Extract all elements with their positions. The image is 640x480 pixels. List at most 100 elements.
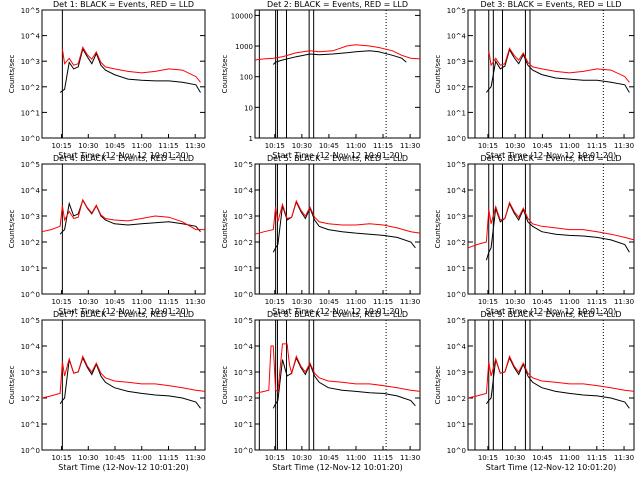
y-tick-label: 10^2: [447, 84, 466, 92]
x-tick-label: 10:30: [505, 298, 525, 306]
x-tick-label: 11:15: [158, 142, 178, 150]
x-axis-label: Start Time (12-Nov-12 10:01:20): [58, 151, 188, 160]
panel-det-3: Det 3: BLACK = Events, RED = LLD 10^0 10^1…: [434, 0, 635, 160]
x-tick-label: 11:00: [132, 298, 152, 306]
x-tick-label: 11:30: [400, 454, 420, 462]
y-tick-label: 10^4: [21, 187, 41, 195]
y-tick-label: 10^4: [447, 33, 467, 41]
y-tick-label: 10^2: [234, 395, 253, 403]
plot-frame: [467, 319, 635, 451]
x-tick-label: 10:15: [265, 142, 285, 150]
x-tick-label: 10:15: [51, 298, 71, 306]
x-tick-label: 10:30: [292, 454, 312, 462]
panel-title: Det 4: BLACK = Events, RED = LLD: [53, 154, 194, 163]
x-tick-label: 11:00: [559, 298, 579, 306]
y-tick-label: 10^2: [21, 84, 40, 92]
x-tick-label: 11:00: [559, 454, 579, 462]
y-tick-label: 10^5: [447, 317, 466, 325]
series-lld: [254, 44, 421, 61]
y-tick-label: 10^3: [21, 213, 40, 221]
y-tick-label: 10000: [231, 12, 253, 20]
y-tick-label: 10^1: [447, 265, 466, 273]
plot-frame: [254, 319, 421, 451]
y-tick-label: 10^3: [447, 369, 466, 377]
y-tick-label: 10^4: [234, 343, 254, 351]
x-tick-label: 10:15: [51, 142, 71, 150]
x-tick-label: 11:15: [158, 454, 178, 462]
panel-det-6: Det 6: BLACK = Events, RED = LLD 10^0 10^1…: [434, 154, 635, 316]
y-tick-label: 10^1: [447, 421, 466, 429]
y-axis-label: Counts/sec: [434, 55, 442, 94]
x-tick-label: 11:30: [614, 298, 634, 306]
series-events: [485, 48, 630, 93]
y-tick-label: 10^4: [447, 343, 467, 351]
y-tick-label: 10^2: [21, 239, 40, 247]
x-tick-label: 10:45: [532, 142, 552, 150]
series-events: [272, 356, 416, 409]
x-tick-label: 11:00: [559, 142, 579, 150]
x-tick-label: 11:30: [614, 142, 634, 150]
y-tick-label: 10^1: [234, 265, 253, 273]
x-axis-label: Start Time (12-Nov-12 10:01:20): [58, 307, 188, 316]
plot-frame: [254, 163, 421, 295]
y-tick-label: 10^4: [234, 187, 254, 195]
plot-frame: [41, 9, 206, 139]
series-events: [59, 47, 201, 93]
y-tick-label: 10^0: [21, 447, 40, 455]
x-tick-label: 11:30: [185, 298, 205, 306]
x-tick-label: 10:15: [51, 454, 71, 462]
x-tick-label: 10:30: [292, 142, 312, 150]
plot-frame: [467, 9, 635, 139]
y-tick-label: 10^3: [21, 58, 40, 66]
y-tick-label: 10^5: [21, 161, 40, 169]
panel-det-9: Det 9: BLACK = Events, RED = LLD 10^0 10^1…: [434, 310, 635, 472]
y-tick-label: 10^2: [447, 395, 466, 403]
panel-title: Det 1: BLACK = Events, RED = LLD: [53, 0, 194, 9]
x-tick-label: 10:45: [532, 454, 552, 462]
x-tick-label: 11:15: [373, 142, 393, 150]
y-axis-label: Counts/sec: [8, 366, 16, 405]
plot-frame: [41, 163, 206, 295]
panel-title: Det 8: BLACK = Events, RED = LLD: [267, 310, 408, 319]
panel-title: Det 5: BLACK = Events, RED = LLD: [267, 154, 408, 163]
y-tick-label: 10^4: [447, 187, 467, 195]
y-tick-label: 10^1: [234, 421, 253, 429]
y-tick-label: 10^0: [21, 135, 40, 143]
x-tick-label: 10:15: [478, 298, 498, 306]
y-tick-label: 10^3: [234, 213, 253, 221]
y-axis-label: Counts/sec: [434, 210, 442, 249]
y-tick-label: 10^3: [234, 369, 253, 377]
x-tick-label: 10:30: [505, 142, 525, 150]
panel-title: Det 9: BLACK = Events, RED = LLD: [481, 310, 622, 319]
y-tick-label: 10^5: [21, 317, 40, 325]
x-tick-label: 11:15: [158, 298, 178, 306]
series-lld: [254, 343, 421, 394]
y-axis-label: Counts/sec: [221, 210, 229, 249]
panel-det-1: Det 1: BLACK = Events, RED = LLD 10^0 10^1…: [8, 0, 387, 160]
series-lld: [467, 201, 635, 249]
x-tick-label: 10:45: [532, 298, 552, 306]
y-axis-label: Counts/sec: [434, 366, 442, 405]
series-lld: [41, 198, 205, 233]
y-tick-label: 10^3: [447, 213, 466, 221]
series-events: [485, 202, 630, 261]
series-lld: [41, 354, 206, 399]
y-tick-label: 100: [240, 74, 253, 82]
x-tick-label: 11:30: [185, 454, 205, 462]
y-tick-label: 10^4: [21, 343, 41, 351]
y-tick-label: 10^1: [21, 109, 40, 117]
y-tick-label: 10^1: [21, 265, 40, 273]
x-tick-label: 10:45: [105, 142, 125, 150]
series-lld: [61, 46, 201, 83]
x-tick-label: 10:45: [105, 298, 125, 306]
plot-frame: [41, 319, 206, 451]
y-tick-label: 1000: [235, 43, 253, 51]
panel-det-5: Det 5: BLACK = Events, RED = LLD 10^0 10^1…: [221, 154, 604, 316]
panel-det-7: Det 7: BLACK = Events, RED = LLD 10^0 10^1…: [8, 310, 387, 472]
y-tick-label: 10^1: [447, 109, 466, 117]
y-tick-label: 10^0: [234, 291, 253, 299]
series-events: [485, 356, 630, 409]
x-axis-label: Start Time (12-Nov-12 10:01:20): [272, 463, 402, 472]
y-tick-label: 10^5: [447, 161, 466, 169]
